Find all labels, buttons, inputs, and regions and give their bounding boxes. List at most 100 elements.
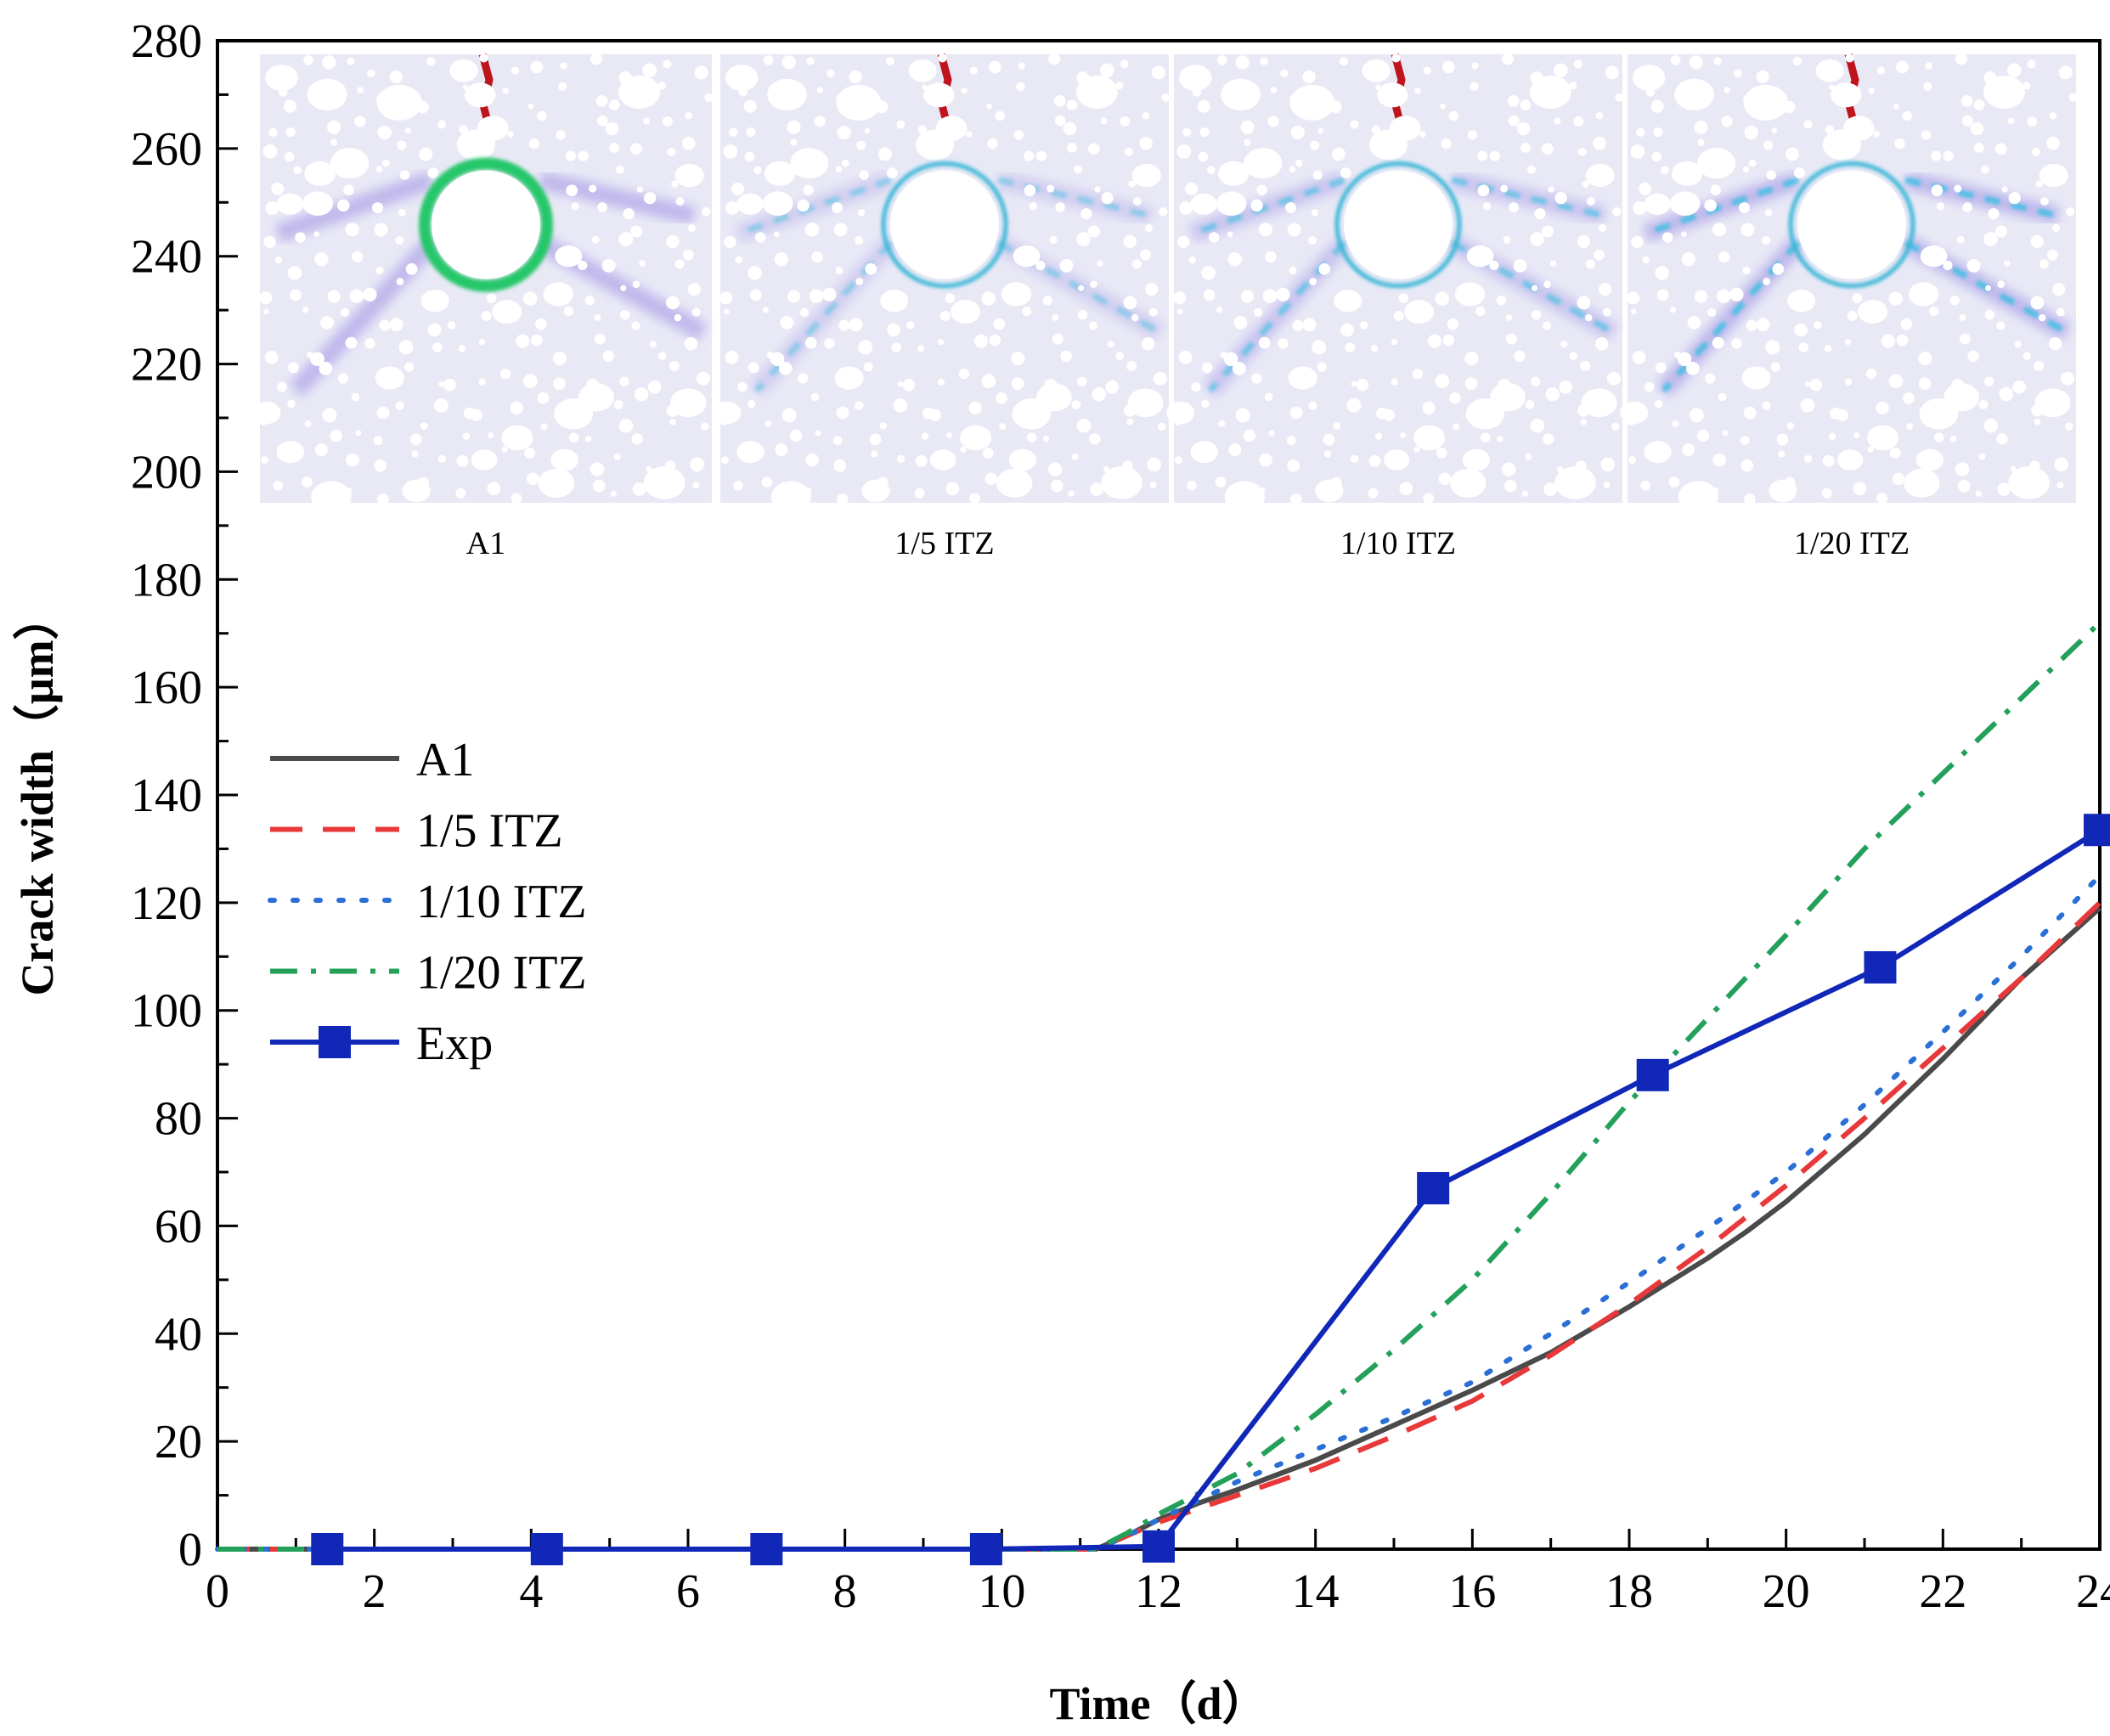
aggregate	[1764, 209, 1773, 217]
aggregate	[609, 142, 619, 153]
aggregate	[464, 82, 496, 108]
aggregate	[1508, 115, 1520, 127]
aggregate	[1631, 235, 1644, 248]
aggregate	[1681, 252, 1695, 267]
aggregate	[1697, 138, 1705, 146]
aggregate	[1670, 55, 1681, 65]
aggregate	[524, 447, 535, 459]
aggregate	[691, 307, 701, 317]
aggregate	[1308, 236, 1317, 245]
aggregate	[2052, 283, 2066, 296]
aggregate	[984, 472, 998, 486]
aggregate	[1904, 468, 1940, 498]
aggregate	[658, 352, 667, 360]
aggregate	[1742, 267, 1751, 274]
aggregate	[2052, 224, 2060, 233]
legend-item: 1/20 ITZ	[270, 947, 587, 1000]
aggregate	[1594, 249, 1605, 261]
aggregate	[1101, 466, 1142, 499]
aggregate	[646, 465, 652, 472]
aggregate	[1391, 378, 1398, 386]
aggregate	[1876, 493, 1888, 504]
aggregate	[649, 341, 657, 348]
aggregate	[560, 62, 567, 70]
aggregate	[2039, 197, 2049, 206]
aggregate	[939, 311, 951, 321]
aggregate	[1013, 245, 1041, 268]
aggregate	[437, 120, 447, 129]
aggregate	[1632, 65, 1666, 91]
aggregate	[290, 289, 302, 302]
aggregate	[1256, 184, 1267, 195]
aggregate	[917, 345, 925, 352]
aggregate	[815, 430, 821, 437]
aggregate	[1107, 341, 1114, 348]
aggregate	[437, 454, 446, 463]
aggregate	[1123, 296, 1137, 310]
aggregate	[859, 170, 869, 180]
aggregate	[1585, 163, 1615, 188]
aggregate	[1215, 476, 1227, 488]
aggregate	[1800, 397, 1815, 413]
aggregate	[736, 193, 764, 215]
aggregate	[1581, 388, 1617, 418]
inset-label: 1/20 ITZ	[1794, 526, 1910, 561]
aggregate	[265, 65, 298, 91]
aggregate	[327, 120, 341, 134]
aggregate	[1668, 476, 1680, 488]
aggregate	[1198, 151, 1209, 162]
aggregate	[1742, 166, 1750, 173]
aggregate	[2056, 482, 2064, 489]
aggregate	[1542, 225, 1554, 238]
aggregate	[682, 249, 694, 261]
aggregate	[1600, 457, 1615, 472]
aggregate	[1233, 316, 1248, 330]
aggregate	[268, 127, 278, 138]
aggregate	[1595, 112, 1604, 120]
aggregate	[958, 369, 970, 380]
aggregate	[507, 131, 514, 138]
aggregate	[1011, 352, 1025, 366]
aggregate	[2065, 422, 2073, 431]
aggregate	[1756, 318, 1770, 332]
aggregate	[1050, 479, 1063, 493]
aggregate	[1250, 199, 1263, 212]
aggregate	[960, 425, 992, 451]
aggregate	[1329, 100, 1342, 114]
aggregate	[1577, 147, 1587, 156]
aggregate	[399, 170, 410, 180]
aggregate	[1232, 362, 1246, 375]
aggregate	[1124, 147, 1133, 156]
y-axis: 0 20 40 60 80 100 120 140 160 180 200 220 240 260 280	[131, 15, 238, 1576]
aggregate	[427, 167, 439, 179]
aggregate	[1227, 231, 1233, 238]
aggregate	[538, 468, 575, 498]
aggregate	[540, 423, 548, 431]
aggregate	[1903, 392, 1915, 404]
aggregate	[1290, 493, 1302, 505]
aggregate	[897, 380, 904, 387]
aggregate	[1192, 87, 1202, 97]
aggregate	[1147, 457, 1161, 472]
aggregate	[471, 449, 498, 471]
aggregate	[986, 104, 992, 110]
aggregate	[849, 318, 863, 332]
rebar-hole-ring	[1788, 161, 1915, 289]
aggregate	[1131, 259, 1142, 269]
aggregate	[597, 202, 608, 212]
aggregate	[623, 208, 635, 220]
aggregate	[1309, 278, 1317, 285]
aggregate	[1560, 341, 1568, 348]
aggregate	[1500, 184, 1509, 193]
aggregate	[1227, 252, 1242, 267]
x-tick-label: 2	[363, 1565, 386, 1618]
aggregate	[879, 422, 888, 430]
aggregate	[738, 87, 748, 97]
crack-band	[735, 171, 894, 243]
aggregate	[915, 129, 955, 161]
aggregate	[670, 388, 707, 418]
y-axis-title: Crack width（μm）	[12, 594, 63, 995]
aggregate	[602, 350, 614, 363]
aggregate	[837, 125, 851, 140]
aggregate	[1584, 313, 1593, 322]
